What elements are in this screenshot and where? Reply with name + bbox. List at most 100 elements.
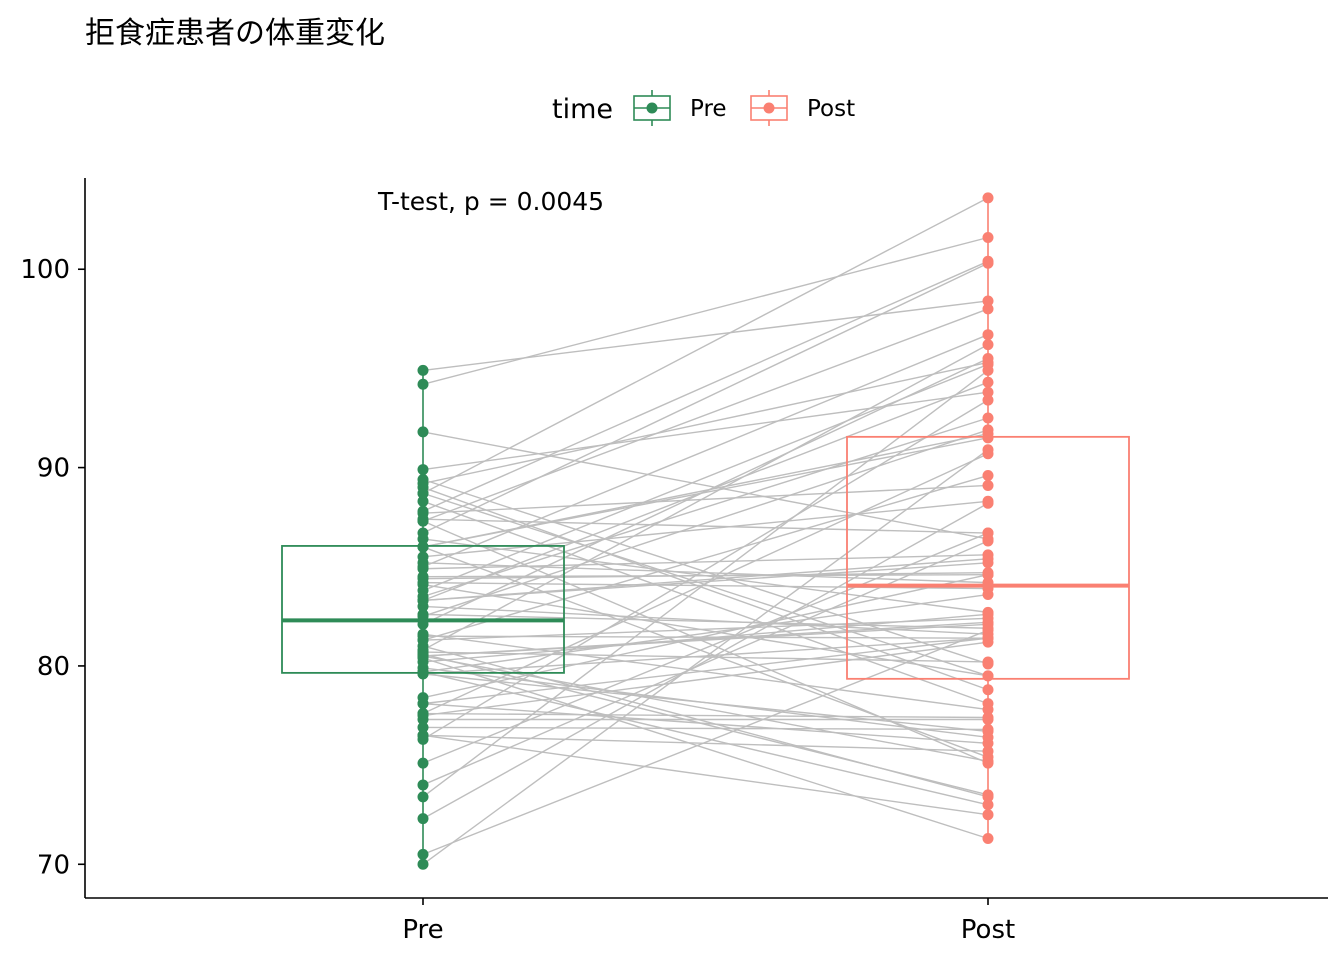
pair-line bbox=[422, 429, 989, 618]
point-pre bbox=[417, 464, 429, 476]
legend-key-point bbox=[763, 102, 775, 114]
pair-line bbox=[422, 300, 989, 372]
point-pre bbox=[417, 364, 429, 376]
point-post bbox=[982, 745, 994, 757]
point-post bbox=[982, 386, 994, 398]
x-tick-label: Post bbox=[961, 915, 1015, 945]
point-pre bbox=[417, 698, 429, 710]
point-pre bbox=[417, 515, 429, 527]
point-pre bbox=[417, 487, 429, 499]
pair-line bbox=[422, 500, 989, 705]
pair-line bbox=[422, 361, 989, 485]
point-post bbox=[982, 448, 994, 460]
pair-line bbox=[422, 637, 989, 705]
pair-line bbox=[422, 474, 989, 641]
pair-line bbox=[422, 433, 989, 548]
point-post bbox=[982, 479, 994, 491]
point-pre bbox=[417, 618, 429, 630]
box-plots bbox=[281, 197, 1130, 865]
pair-line bbox=[422, 671, 989, 806]
point-post bbox=[982, 713, 994, 725]
point-post bbox=[982, 412, 994, 424]
pair-line bbox=[422, 197, 989, 494]
pair-line bbox=[422, 343, 989, 651]
point-post bbox=[982, 832, 994, 844]
legend-label: Pre bbox=[690, 96, 727, 122]
pair-line bbox=[422, 492, 989, 677]
pair-line bbox=[422, 431, 989, 540]
pair-line bbox=[422, 518, 989, 534]
pair-line bbox=[422, 262, 989, 534]
point-post bbox=[982, 684, 994, 696]
axes: 70 80 90 100 Pre Post bbox=[20, 178, 1328, 945]
point-post bbox=[982, 755, 994, 767]
point-pre bbox=[417, 541, 429, 553]
point-pre bbox=[417, 426, 429, 438]
legend-entry-pre: Pre bbox=[633, 90, 727, 126]
pair-line bbox=[422, 605, 989, 635]
point-pre bbox=[417, 779, 429, 791]
point-post bbox=[982, 557, 994, 569]
y-tick-label: 70 bbox=[37, 850, 70, 880]
y-tick-label: 80 bbox=[37, 652, 70, 682]
legend-key-point bbox=[646, 102, 658, 114]
point-post bbox=[982, 809, 994, 821]
pair-line bbox=[422, 613, 989, 663]
point-pre bbox=[417, 650, 429, 662]
point-post bbox=[982, 428, 994, 440]
pair-line bbox=[422, 641, 989, 717]
legend-entry-post: Post bbox=[750, 90, 855, 126]
point-pre bbox=[417, 505, 429, 517]
pair-line bbox=[422, 645, 989, 798]
legend-title: time bbox=[552, 94, 613, 125]
pair-line bbox=[422, 500, 989, 558]
pair-line bbox=[422, 478, 989, 665]
point-post bbox=[982, 339, 994, 351]
point-post bbox=[982, 658, 994, 670]
point-pre bbox=[417, 729, 429, 741]
pair-line bbox=[422, 657, 989, 840]
pair-line bbox=[422, 357, 989, 625]
point-post bbox=[982, 723, 994, 735]
point-pre bbox=[417, 591, 429, 603]
pair-line bbox=[422, 308, 989, 522]
pair-line bbox=[422, 633, 989, 711]
point-pre bbox=[417, 668, 429, 680]
point-pre bbox=[417, 813, 429, 825]
test-annotation: T-test, p = 0.0045 bbox=[377, 187, 604, 216]
pair-line bbox=[422, 532, 989, 764]
point-pre bbox=[417, 791, 429, 803]
point-post bbox=[982, 527, 994, 539]
chart-title: 拒食症患者の体重変化 bbox=[85, 16, 385, 51]
point-pre bbox=[417, 858, 429, 870]
point-pre bbox=[417, 378, 429, 390]
x-tick-label: Pre bbox=[402, 915, 443, 945]
pair-line bbox=[422, 734, 989, 752]
pair-line bbox=[422, 673, 989, 733]
pair-line bbox=[422, 391, 989, 471]
data-points bbox=[417, 192, 994, 870]
point-pre bbox=[417, 551, 429, 563]
point-pre bbox=[417, 610, 429, 622]
point-post bbox=[982, 295, 994, 307]
point-post bbox=[982, 329, 994, 341]
pair-line bbox=[422, 734, 989, 816]
pair-line bbox=[422, 260, 989, 512]
point-pre bbox=[417, 708, 429, 720]
point-post bbox=[982, 257, 994, 269]
legend-label: Post bbox=[807, 96, 855, 122]
y-tick-label: 100 bbox=[20, 255, 70, 285]
pair-line bbox=[422, 574, 989, 699]
pair-line bbox=[422, 726, 989, 731]
pair-line bbox=[422, 637, 989, 675]
point-post bbox=[982, 535, 994, 547]
point-pre bbox=[417, 477, 429, 489]
pair-line bbox=[422, 502, 989, 820]
legend: time Pre Post bbox=[552, 90, 855, 126]
point-pre bbox=[417, 848, 429, 860]
point-pre bbox=[417, 628, 429, 640]
point-post bbox=[982, 394, 994, 406]
point-post bbox=[982, 628, 994, 640]
point-pre bbox=[417, 527, 429, 539]
point-post bbox=[982, 232, 994, 244]
